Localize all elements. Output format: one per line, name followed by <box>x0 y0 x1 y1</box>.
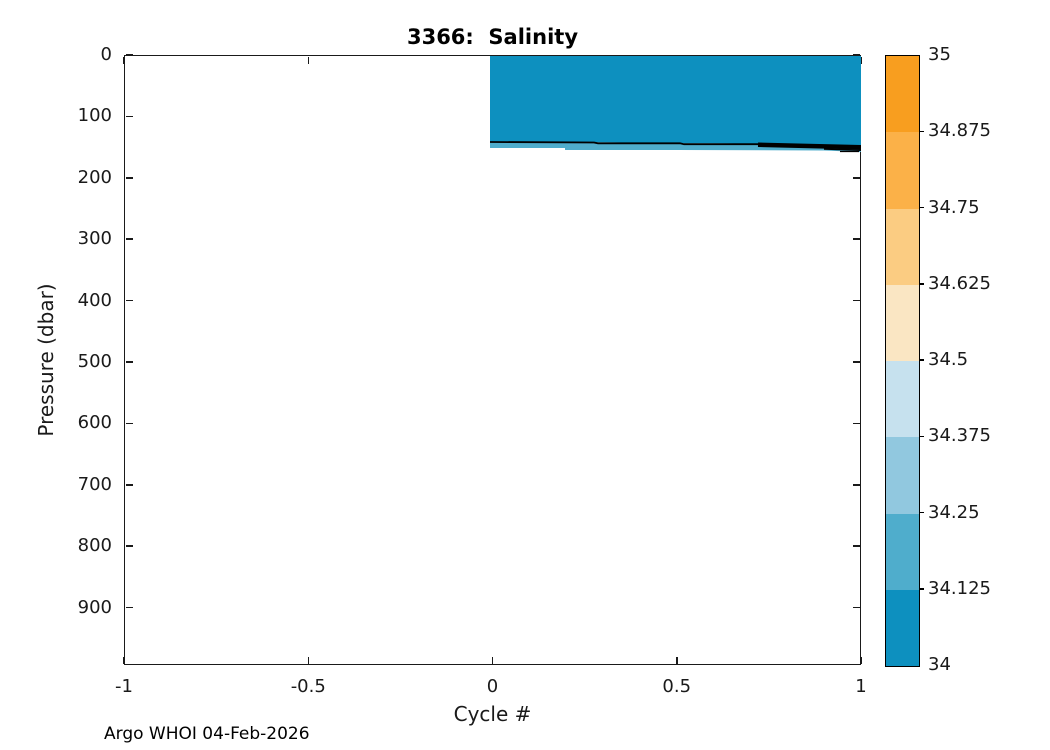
contour-plot-canvas <box>489 56 861 153</box>
plot-axes-box <box>124 55 861 665</box>
colorbar-tick-label: 34.25 <box>928 501 980 523</box>
chart-title: 3366: Salinity <box>406 25 579 49</box>
colorbar <box>885 55 920 667</box>
colorbar-tick-label: 34.625 <box>928 272 991 294</box>
colorbar-tick-label: 34.125 <box>928 577 991 599</box>
y-tick-mark <box>125 115 133 118</box>
y-tick-mark-right <box>852 484 860 486</box>
footer-annotation: Argo WHOI 04-Feb-2026 <box>104 724 310 744</box>
colorbar-tick-label: 35 <box>928 44 951 65</box>
x-tick-mark-top <box>307 56 309 64</box>
y-tick-mark <box>125 299 133 302</box>
y-tick-label: 800 <box>77 535 112 557</box>
colorbar-segment <box>886 132 919 209</box>
colorbar-segment <box>886 208 919 285</box>
colorbar-segment <box>886 437 919 514</box>
y-tick-mark-right <box>852 54 860 56</box>
x-tick-mark <box>307 656 309 664</box>
colorbar-tick-label: 34 <box>928 654 951 675</box>
x-tick-mark-top <box>123 56 125 64</box>
y-tick-label: 200 <box>77 166 112 188</box>
colorbar-segment <box>886 589 919 666</box>
colorbar-segment <box>886 284 919 361</box>
contour-line-lower-right <box>823 148 861 151</box>
x-tick-label: 0.5 <box>662 676 692 697</box>
x-tick-mark <box>860 656 862 664</box>
colorbar-segment <box>886 513 919 590</box>
colorbar-tick-label: 34.375 <box>928 425 991 447</box>
colorbar-tick-mark <box>919 359 924 361</box>
x-tick-label: -1 <box>115 676 133 697</box>
colorbar-tick-mark <box>919 283 924 285</box>
y-tick-label: 300 <box>77 228 112 250</box>
y-tick-mark <box>125 606 133 609</box>
y-tick-mark <box>125 54 133 56</box>
colorbar-tick-mark <box>919 130 924 132</box>
salinity-fill-region-34-34125 <box>490 56 861 146</box>
y-tick-mark <box>125 361 133 363</box>
y-tick-mark-right <box>852 177 860 179</box>
colorbar-tick-label: 34.5 <box>928 349 969 370</box>
x-tick-label: -0.5 <box>290 676 326 697</box>
x-tick-mark <box>491 656 494 664</box>
colorbar-tick-mark <box>919 588 924 590</box>
colorbar-tick-label: 34.75 <box>928 196 980 218</box>
y-tick-mark-right <box>852 299 860 302</box>
y-tick-label: 500 <box>77 351 112 372</box>
y-tick-label: 400 <box>77 289 112 311</box>
colorbar-tick-mark <box>919 435 924 437</box>
y-tick-mark-right <box>852 606 860 609</box>
y-tick-mark-right <box>852 545 860 547</box>
y-tick-label: 100 <box>77 105 112 127</box>
y-tick-mark <box>125 545 133 547</box>
colorbar-segment <box>886 361 919 438</box>
colorbar-tick-mark <box>919 511 924 514</box>
x-tick-mark <box>676 656 678 664</box>
y-tick-mark-right <box>852 361 860 363</box>
contour-line-thick-right <box>757 142 861 150</box>
y-tick-mark <box>125 238 133 240</box>
x-tick-mark <box>123 656 125 664</box>
colorbar-tick-mark <box>919 206 924 209</box>
y-tick-mark <box>125 422 133 425</box>
x-tick-label: 0 <box>486 676 499 697</box>
colorbar-segment <box>886 56 919 133</box>
x-axis-label: Cycle # <box>453 702 532 726</box>
contour-line-34125 <box>489 141 758 146</box>
y-tick-label: 600 <box>77 412 112 434</box>
y-tick-mark <box>125 177 133 179</box>
colorbar-tick-label: 34.875 <box>928 120 991 142</box>
y-tick-label: 0 <box>100 44 112 65</box>
y-tick-label: 900 <box>77 596 112 618</box>
y-tick-label: 700 <box>77 473 112 495</box>
y-tick-mark <box>125 484 133 486</box>
y-tick-mark-right <box>852 238 860 240</box>
x-tick-mark-top <box>860 56 862 64</box>
y-tick-mark-right <box>852 422 860 425</box>
x-tick-label: 1 <box>855 676 867 697</box>
